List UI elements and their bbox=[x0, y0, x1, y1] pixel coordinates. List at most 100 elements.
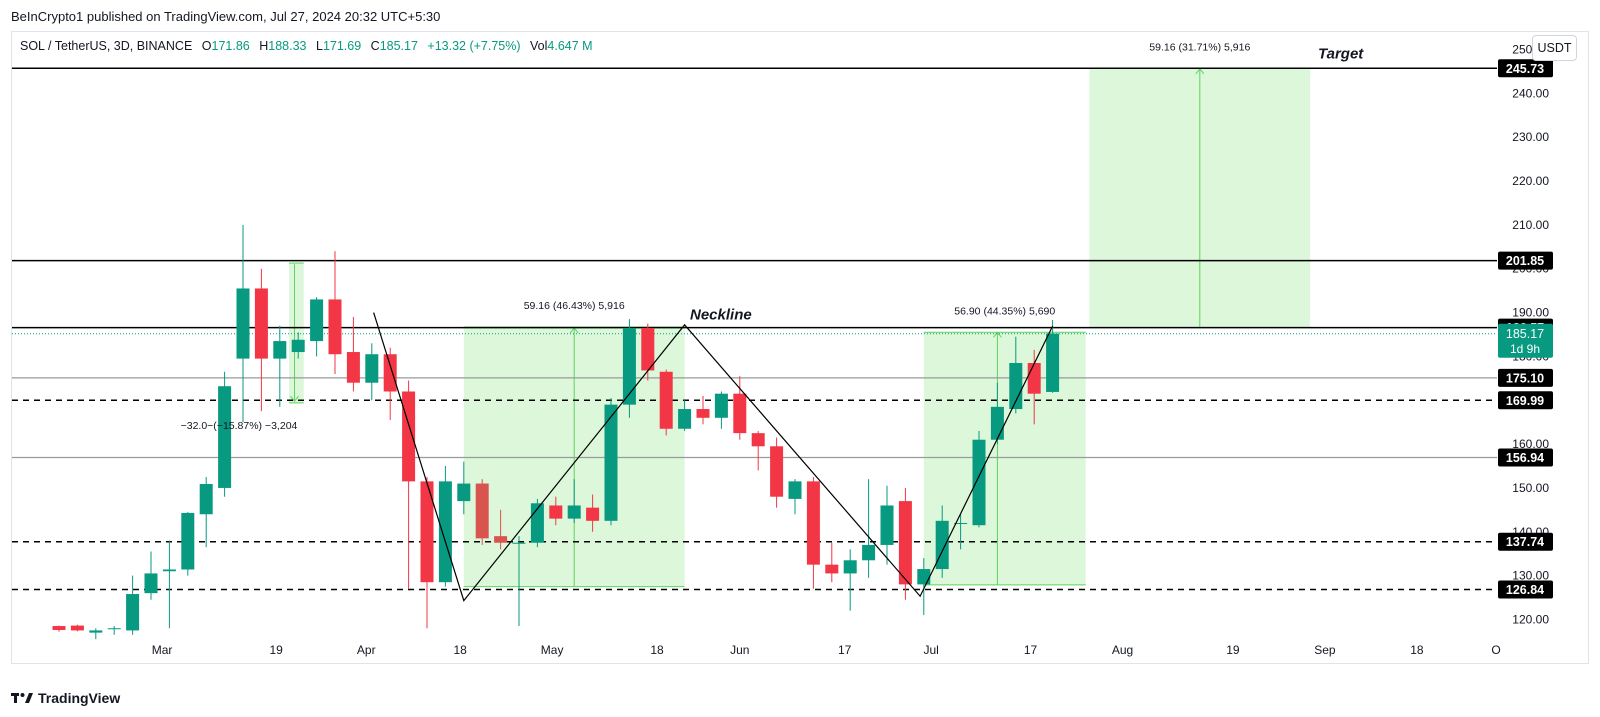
x-tick-label: 19 bbox=[269, 643, 283, 657]
candle-body-41 bbox=[806, 481, 820, 565]
candle-body-22 bbox=[457, 483, 471, 502]
candle-body-10 bbox=[236, 288, 250, 359]
candle-body-53 bbox=[1027, 362, 1041, 394]
double-bottom-pattern bbox=[373, 312, 1054, 602]
candle-body-17 bbox=[365, 354, 379, 383]
candle-body-44 bbox=[862, 544, 876, 561]
volume-label: Vol bbox=[530, 39, 548, 53]
candle-body-18 bbox=[383, 354, 397, 392]
x-tick-label: 19 bbox=[1226, 643, 1240, 657]
candle-body-1 bbox=[70, 625, 84, 631]
candle-body-36 bbox=[714, 393, 728, 418]
measure-label-0: 59.16 (46.43%) 5,916 bbox=[524, 300, 625, 312]
y-tick-label: 220.00 bbox=[1512, 174, 1549, 188]
candle-body-51 bbox=[990, 406, 1004, 440]
measure-label-2: 59.16 (31.71%) 5,916 bbox=[1149, 41, 1250, 53]
candle-body-15 bbox=[328, 299, 342, 355]
x-tick-label: 17 bbox=[1024, 643, 1038, 657]
level-label: 175.10 bbox=[1506, 371, 1544, 385]
x-tick-label: 17 bbox=[838, 643, 852, 657]
candle-body-50 bbox=[972, 439, 986, 526]
candle-body-39 bbox=[770, 446, 784, 497]
candle-body-37 bbox=[733, 393, 747, 434]
chart-frame bbox=[11, 31, 1589, 664]
level-label: 137.74 bbox=[1506, 535, 1544, 549]
tradingview-logo[interactable]: TradingView bbox=[11, 690, 120, 706]
level-label: 156.94 bbox=[1506, 451, 1544, 465]
candle-body-29 bbox=[586, 507, 600, 521]
candle-body-32 bbox=[641, 327, 655, 371]
axes: 120.00130.00140.00150.00160.00170.00180.… bbox=[152, 43, 1553, 657]
high-value: 188.33 bbox=[268, 39, 307, 53]
target-annotation: Target bbox=[1318, 45, 1364, 62]
close-label: C bbox=[370, 39, 380, 53]
candle-body-34 bbox=[678, 409, 692, 429]
candle-body-19 bbox=[402, 391, 416, 482]
candle-body-43 bbox=[843, 560, 857, 574]
candle-body-35 bbox=[696, 409, 710, 418]
level-label-bg bbox=[1498, 580, 1553, 599]
x-tick-label: May bbox=[541, 643, 564, 657]
zigzag-line bbox=[373, 312, 1054, 602]
level-label-bg bbox=[1498, 368, 1553, 387]
y-tick-label: 150.00 bbox=[1512, 481, 1549, 495]
publish-caption: BeInCrypto1 published on TradingView.com… bbox=[11, 9, 441, 24]
low-value: 171.69 bbox=[322, 39, 362, 53]
countdown-label: 1d 9h bbox=[1510, 342, 1540, 356]
candle-body-16 bbox=[346, 352, 360, 383]
candle-body-2 bbox=[89, 630, 103, 633]
x-tick-label: Aug bbox=[1112, 643, 1133, 657]
candle-body-54 bbox=[1046, 333, 1060, 392]
x-tick-label: O bbox=[1491, 643, 1500, 657]
candle-body-12 bbox=[273, 341, 287, 359]
candle-body-27 bbox=[549, 505, 563, 519]
last-price-label: 185.17 bbox=[1506, 327, 1544, 341]
y-tick-label: 240.00 bbox=[1512, 86, 1549, 100]
level-label-bg bbox=[1498, 448, 1553, 467]
candle-body-20 bbox=[420, 481, 434, 583]
symbol-label[interactable]: SOL / TetherUS, 3D, BINANCE bbox=[20, 39, 193, 53]
candle-body-6 bbox=[162, 569, 176, 572]
footer-brand: TradingView bbox=[38, 690, 121, 706]
measure-arrowhead-1 bbox=[993, 331, 1002, 338]
level-label-bg bbox=[1498, 251, 1553, 270]
candle-body-46 bbox=[898, 501, 912, 585]
candle-body-8 bbox=[199, 483, 213, 515]
level-label: 201.85 bbox=[1506, 254, 1544, 268]
candle-body-24 bbox=[494, 536, 508, 543]
candles bbox=[52, 224, 1060, 640]
currency-button[interactable]: USDT bbox=[1532, 35, 1577, 61]
level-label: 169.99 bbox=[1506, 394, 1544, 408]
x-tick-label: 18 bbox=[1410, 643, 1424, 657]
y-tick-label: 230.00 bbox=[1512, 130, 1549, 144]
candle-body-42 bbox=[825, 564, 839, 574]
candle-body-33 bbox=[659, 371, 673, 429]
candle-body-49 bbox=[954, 523, 968, 525]
x-tick-label: Sep bbox=[1314, 643, 1336, 657]
x-tick-label: Apr bbox=[357, 643, 376, 657]
candle-body-0 bbox=[52, 626, 66, 630]
high-label: H bbox=[259, 39, 269, 53]
level-label-bg bbox=[1498, 59, 1553, 78]
candle-body-13 bbox=[291, 339, 305, 353]
open-label: O bbox=[201, 39, 212, 53]
x-tick-label: Mar bbox=[152, 643, 173, 657]
level-label-bg bbox=[1498, 532, 1553, 551]
measure-label-3: −32.0−(−15.87%) −3,204 bbox=[181, 420, 298, 432]
change-value: +13.32 (+7.75%) bbox=[427, 39, 521, 53]
candle-body-23 bbox=[475, 483, 489, 539]
y-tick-label: 160.00 bbox=[1512, 437, 1549, 451]
candle-body-7 bbox=[181, 512, 195, 570]
open-value: 171.86 bbox=[211, 39, 250, 53]
measure-zone-3 bbox=[289, 263, 304, 403]
x-tick-label: Jul bbox=[923, 643, 938, 657]
close-value: 185.17 bbox=[379, 39, 418, 53]
x-tick-label: 18 bbox=[453, 643, 467, 657]
x-tick-label: Jun bbox=[730, 643, 749, 657]
y-tick-label: 210.00 bbox=[1512, 218, 1549, 232]
candle-body-14 bbox=[310, 299, 324, 342]
level-lines bbox=[12, 67, 1497, 591]
level-label: 245.73 bbox=[1506, 62, 1544, 76]
low-label: L bbox=[315, 39, 323, 53]
